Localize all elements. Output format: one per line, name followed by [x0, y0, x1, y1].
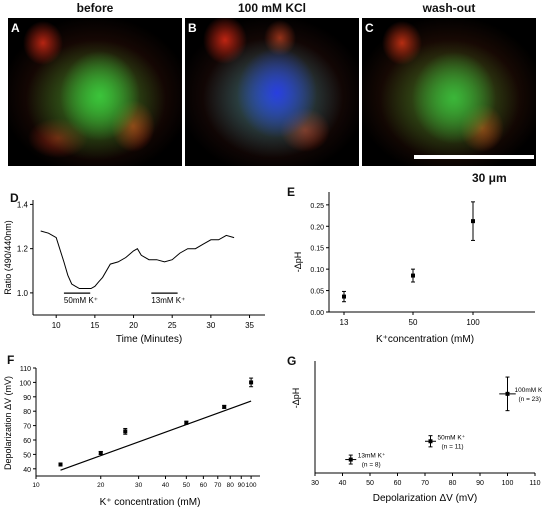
f-x-tick-label: 30 — [135, 482, 143, 489]
f-x-tick-label: 100 — [246, 482, 257, 489]
g-x-label: Depolarization ΔV (mV) — [373, 493, 478, 504]
g-point-sub: (n = 8) — [362, 462, 381, 469]
f-x-tick-label: 10 — [32, 482, 40, 489]
f-x-tick-label: 60 — [200, 482, 208, 489]
panel-b-title: 100 mM KCl — [237, 1, 307, 15]
d-x-tick-label: 25 — [168, 321, 177, 330]
f-point — [123, 429, 128, 434]
e-point — [342, 294, 346, 299]
d-y-label: Ratio (490/440nm) — [3, 220, 13, 295]
f-y-tick-label: 40 — [23, 467, 31, 474]
e-x-tick-label: 50 — [409, 318, 418, 327]
f-fit-line — [60, 400, 252, 471]
f-y-tick-label: 50 — [23, 452, 31, 459]
f-y-tick-label: 80 — [23, 409, 31, 416]
e-y-tick-label: 0.05 — [310, 289, 324, 296]
e-y-tick-label: 0.25 — [310, 203, 324, 210]
e-x-label: K⁺concentration (mM) — [376, 334, 474, 345]
d-y-tick-label: 1.4 — [17, 200, 29, 209]
chart-g: 30 40 50 60 70 80 90 100 110 13mM K⁺ (n = 8) 50mM K… — [291, 361, 542, 504]
scale-bar-label: 30 μm — [472, 171, 507, 185]
e-point — [471, 219, 475, 224]
g-y-label: -ΔpH — [291, 388, 301, 409]
g-point-label: 50mM K⁺ — [438, 434, 466, 441]
e-point — [411, 273, 415, 278]
f-x-tick-label: 20 — [97, 482, 105, 489]
g-point-label: 100mM K⁺ — [515, 387, 542, 394]
f-x-tick-label: 50 — [183, 482, 191, 489]
panel-b-label: B — [188, 21, 197, 35]
scale-bar — [414, 155, 534, 159]
d-y-tick-label: 1.0 — [17, 289, 29, 298]
f-x-label: K⁺ concentration (mM) — [100, 497, 201, 508]
f-y-tick-label: 110 — [20, 366, 31, 373]
d-x-label: Time (Minutes) — [116, 334, 182, 345]
f-x-tick-label: 70 — [214, 482, 222, 489]
f-point — [249, 380, 254, 385]
f-x-tick-label: 80 — [227, 482, 235, 489]
g-point-sub: (n = 11) — [442, 443, 464, 450]
f-point — [222, 404, 227, 409]
g-x-tick-label: 50 — [366, 480, 374, 487]
panel-a-title: before — [76, 1, 114, 15]
e-y-tick-label: 0.20 — [310, 224, 324, 231]
panel-d-label: D — [10, 191, 19, 205]
d-annotation-label: 50mM K⁺ — [64, 296, 98, 305]
e-y-tick-label: 0.15 — [310, 246, 324, 253]
g-x-tick-label: 30 — [311, 480, 319, 487]
d-y-tick-label: 1.2 — [17, 245, 29, 254]
panel-c-label: C — [365, 21, 374, 35]
e-x-tick-label: 100 — [466, 318, 480, 327]
panel-f-label: F — [7, 353, 15, 367]
g-point — [348, 457, 353, 462]
f-x-tick-label: 90 — [238, 482, 246, 489]
f-point — [184, 420, 189, 425]
g-x-tick-label: 80 — [449, 480, 457, 487]
g-x-tick-label: 100 — [502, 480, 514, 487]
panel-e-label: E — [287, 185, 296, 199]
g-point-label: 13mM K⁺ — [358, 453, 386, 460]
d-annotation-label: 13mM K⁺ — [151, 296, 185, 305]
f-y-label: Depolarization ΔV (mV) — [3, 376, 13, 470]
e-y-tick-label: 0.00 — [310, 310, 324, 317]
d-x-tick-label: 20 — [129, 321, 138, 330]
d-x-tick-label: 15 — [90, 321, 99, 330]
chart-d: 10 15 20 25 30 35 1.0 1.2 1.4 50mM K⁺ 13mM K⁺ Time … — [3, 200, 265, 345]
g-x-tick-label: 40 — [339, 480, 347, 487]
micrograph-washout: C — [362, 18, 536, 166]
g-x-tick-label: 110 — [529, 480, 540, 487]
f-x-tick-label: 40 — [162, 482, 170, 489]
panel-c-title: wash-out — [422, 1, 476, 15]
f-y-tick-label: 60 — [23, 438, 31, 445]
g-point — [428, 439, 433, 444]
d-x-tick-label: 35 — [245, 321, 254, 330]
panel-g-label: G — [287, 354, 297, 368]
e-y-label: -ΔpH — [293, 252, 303, 273]
f-y-tick-label: 100 — [19, 380, 31, 387]
e-y-tick-label: 0.10 — [310, 267, 324, 274]
panel-a-label: A — [11, 21, 20, 35]
f-point — [58, 462, 63, 467]
g-x-tick-label: 60 — [394, 480, 402, 487]
f-y-tick-label: 70 — [23, 424, 31, 431]
g-point-sub: (n = 23) — [519, 396, 542, 403]
d-x-tick-label: 30 — [206, 321, 215, 330]
micrograph-before: A — [8, 18, 182, 166]
g-x-tick-label: 90 — [476, 480, 484, 487]
f-y-tick-label: 90 — [23, 395, 31, 402]
g-x-tick-label: 70 — [421, 480, 429, 487]
e-x-tick-label: 13 — [340, 318, 349, 327]
chart-f: 10 20 30 40 50 60 70 80 90 100405060708090100110K… — [3, 366, 260, 508]
chart-e: 0.00 0.05 0.10 0.15 0.20 0.25 13 50 100 K⁺concent… — [293, 192, 535, 345]
d-trace — [40, 230, 235, 289]
micrograph-kcl: B — [185, 18, 359, 166]
d-x-tick-label: 10 — [52, 321, 61, 330]
g-point — [505, 391, 510, 396]
f-point — [98, 450, 103, 455]
